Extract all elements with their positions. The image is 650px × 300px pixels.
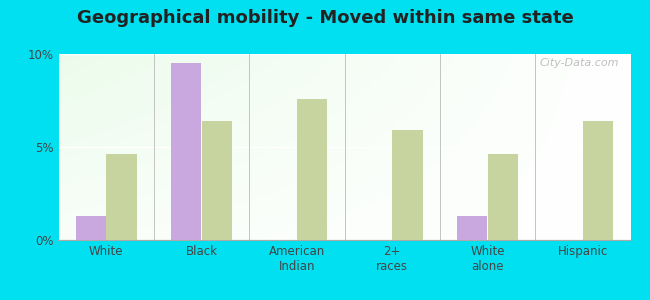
Bar [297, 99, 328, 240]
Bar [392, 130, 422, 240]
Text: City-Data.com: City-Data.com [540, 58, 619, 68]
Bar [488, 154, 518, 240]
Bar [75, 216, 106, 240]
Bar [106, 154, 136, 240]
Bar [583, 121, 614, 240]
Bar [202, 121, 232, 240]
Text: Geographical mobility - Moved within same state: Geographical mobility - Moved within sam… [77, 9, 573, 27]
Bar [171, 63, 202, 240]
Bar [457, 216, 488, 240]
